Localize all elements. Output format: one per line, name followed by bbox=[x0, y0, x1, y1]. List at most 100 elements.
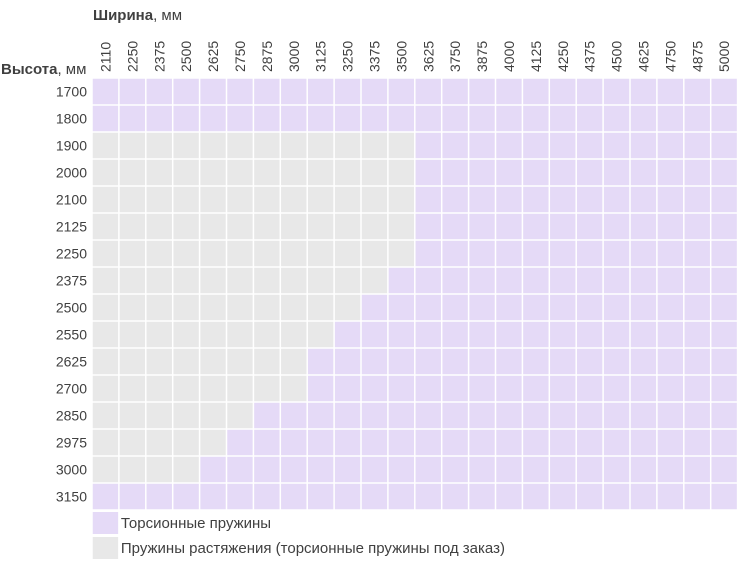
cell-torsion bbox=[173, 105, 199, 132]
cell-extension bbox=[119, 402, 146, 429]
cell-torsion bbox=[657, 429, 684, 456]
cell-torsion bbox=[307, 105, 334, 132]
cell-extension bbox=[119, 159, 146, 186]
cell-extension bbox=[200, 348, 226, 375]
cell-torsion bbox=[361, 348, 388, 375]
cell-torsion bbox=[576, 213, 603, 240]
cell-extension bbox=[227, 240, 253, 267]
width-tick-labels: 2110 2250 2375 2500 2625 2750 2875 3000 3125 3250… bbox=[97, 41, 732, 72]
width-label: 4250 bbox=[555, 41, 571, 72]
cell-torsion bbox=[684, 132, 710, 159]
cell-extension bbox=[119, 294, 146, 321]
cell-torsion bbox=[388, 267, 415, 294]
cell-torsion bbox=[550, 132, 576, 159]
cell-extension bbox=[92, 321, 119, 348]
cell-extension bbox=[307, 186, 334, 213]
cell-torsion bbox=[469, 402, 495, 429]
cell-torsion bbox=[469, 267, 495, 294]
cell-torsion bbox=[334, 78, 361, 105]
cell-torsion bbox=[119, 105, 146, 132]
cell-torsion bbox=[711, 105, 737, 132]
cell-torsion bbox=[415, 294, 441, 321]
cell-extension bbox=[173, 294, 199, 321]
width-label: 2110 bbox=[97, 42, 113, 72]
cell-torsion bbox=[684, 321, 710, 348]
cell-torsion bbox=[442, 429, 468, 456]
cell-torsion bbox=[603, 240, 630, 267]
cell-extension bbox=[92, 294, 119, 321]
legend-swatch-torsion bbox=[92, 512, 119, 534]
cell-extension bbox=[334, 186, 361, 213]
x-axis-title-text: Ширина bbox=[93, 7, 154, 24]
cell-torsion bbox=[334, 105, 361, 132]
cell-extension bbox=[361, 159, 388, 186]
cell-extension bbox=[307, 294, 334, 321]
cell-torsion bbox=[254, 402, 280, 429]
cell-torsion bbox=[684, 402, 710, 429]
cell-torsion bbox=[550, 429, 576, 456]
cell-extension bbox=[281, 213, 307, 240]
cell-extension bbox=[254, 267, 280, 294]
cell-torsion bbox=[254, 78, 280, 105]
cell-extension bbox=[307, 267, 334, 294]
cell-torsion bbox=[361, 78, 388, 105]
cell-torsion bbox=[630, 483, 657, 510]
cell-extension bbox=[254, 375, 280, 402]
cell-torsion bbox=[442, 321, 468, 348]
cell-extension bbox=[173, 456, 199, 483]
cell-extension bbox=[119, 429, 146, 456]
cell-torsion bbox=[307, 456, 334, 483]
width-label: 4875 bbox=[689, 41, 705, 72]
cell-extension bbox=[281, 348, 307, 375]
cell-torsion bbox=[442, 159, 468, 186]
cell-torsion bbox=[415, 78, 441, 105]
cell-torsion bbox=[496, 213, 522, 240]
cell-torsion bbox=[657, 375, 684, 402]
cell-torsion bbox=[334, 456, 361, 483]
cell-torsion bbox=[307, 429, 334, 456]
cell-torsion bbox=[469, 294, 495, 321]
cell-torsion bbox=[281, 483, 307, 510]
cell-torsion bbox=[388, 375, 415, 402]
cell-torsion bbox=[603, 186, 630, 213]
height-label: 1700 bbox=[56, 84, 87, 100]
cell-torsion bbox=[388, 402, 415, 429]
cell-torsion bbox=[657, 402, 684, 429]
cell-torsion bbox=[281, 456, 307, 483]
cell-torsion bbox=[550, 213, 576, 240]
cell-torsion bbox=[334, 402, 361, 429]
cell-torsion bbox=[496, 321, 522, 348]
cell-extension bbox=[200, 375, 226, 402]
cell-torsion bbox=[442, 456, 468, 483]
cell-torsion bbox=[523, 375, 549, 402]
cell-torsion bbox=[469, 159, 495, 186]
cell-extension bbox=[92, 429, 119, 456]
cell-torsion bbox=[307, 348, 334, 375]
cell-torsion bbox=[711, 132, 737, 159]
cell-torsion bbox=[254, 456, 280, 483]
width-label: 2500 bbox=[178, 41, 194, 72]
cell-extension bbox=[227, 321, 253, 348]
width-label: 4125 bbox=[528, 41, 544, 72]
cell-torsion bbox=[630, 267, 657, 294]
cell-extension bbox=[119, 456, 146, 483]
cell-torsion bbox=[711, 159, 737, 186]
cell-torsion bbox=[200, 105, 226, 132]
cell-extension bbox=[281, 132, 307, 159]
cell-torsion bbox=[550, 105, 576, 132]
cell-torsion bbox=[550, 483, 576, 510]
width-label: 3500 bbox=[393, 41, 409, 72]
cell-extension bbox=[119, 240, 146, 267]
cell-torsion bbox=[415, 348, 441, 375]
cell-torsion bbox=[388, 429, 415, 456]
cell-torsion bbox=[630, 375, 657, 402]
cell-torsion bbox=[684, 240, 710, 267]
cell-torsion bbox=[254, 429, 280, 456]
cell-torsion bbox=[523, 105, 549, 132]
cell-torsion bbox=[684, 348, 710, 375]
cell-extension bbox=[119, 321, 146, 348]
cell-torsion bbox=[442, 186, 468, 213]
cell-extension bbox=[200, 186, 226, 213]
cell-extension bbox=[200, 321, 226, 348]
